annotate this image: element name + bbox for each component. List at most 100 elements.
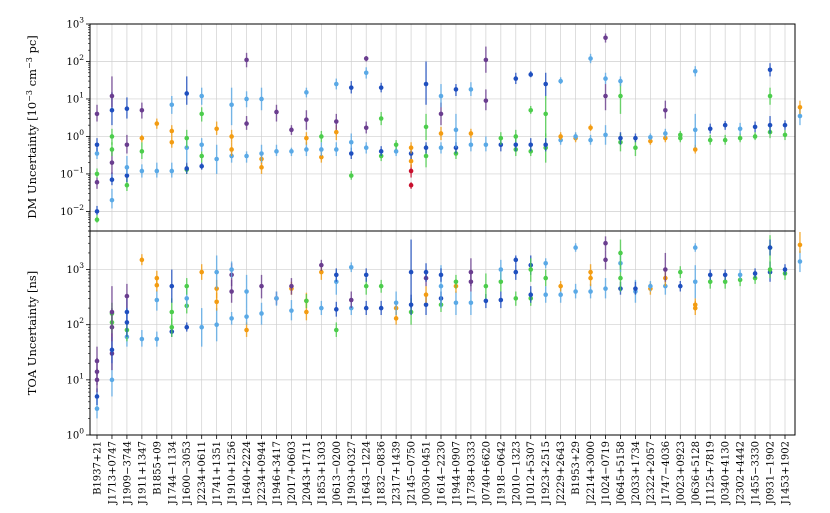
toa-data-point <box>692 243 698 252</box>
x-tick-label: J2017+0603 <box>287 441 298 505</box>
dm-point-marker <box>737 135 743 141</box>
toa-point-marker <box>543 260 548 266</box>
x-tick-label: J0645+5158 <box>616 441 627 505</box>
x-tick-label: J0030+0451 <box>422 441 433 505</box>
toa-data-point <box>199 264 204 280</box>
toa-point-marker <box>378 283 384 289</box>
toa-point-marker <box>184 283 190 289</box>
toa-data-point <box>154 270 160 287</box>
toa-data-point <box>348 262 354 273</box>
toa-tick-label: 101 <box>66 371 84 386</box>
dm-point-marker <box>109 160 115 165</box>
dm-point-marker <box>274 149 279 154</box>
dm-point-marker <box>259 151 264 156</box>
dm-point-marker <box>438 111 444 117</box>
toa-point-marker <box>94 394 100 399</box>
dm-point-marker <box>139 107 145 113</box>
x-tick-label: J2234+0944 <box>257 441 268 505</box>
dm-point-marker <box>528 142 534 148</box>
dm-point-marker <box>483 142 489 148</box>
toa-tick-label: 103 <box>66 261 84 276</box>
dm-data-point <box>304 87 309 98</box>
dm-data-point <box>483 89 489 111</box>
dm-point-marker <box>737 126 743 132</box>
dm-data-point <box>139 134 145 143</box>
dm-point-marker <box>94 111 100 117</box>
toa-data-point <box>154 331 160 347</box>
toa-point-marker <box>184 324 190 330</box>
toa-data-point <box>408 239 414 309</box>
toa-data-point <box>199 308 204 347</box>
toa-data-point <box>498 291 504 309</box>
dm-point-marker <box>588 125 593 131</box>
dm-data-point <box>528 138 534 152</box>
toa-point-marker <box>408 269 414 275</box>
dm-data-point <box>304 110 309 130</box>
toa-point-marker <box>304 298 309 304</box>
toa-plot-frame <box>89 230 796 436</box>
dm-point-marker <box>752 134 758 139</box>
dm-point-marker <box>483 98 489 103</box>
toa-point-marker <box>737 272 743 278</box>
dm-data-point <box>109 76 115 108</box>
toa-point-marker <box>214 299 219 305</box>
dm-data-point <box>663 128 668 139</box>
dm-data-point <box>378 111 384 126</box>
dm-data-point <box>259 87 264 111</box>
toa-data-point <box>289 278 294 295</box>
x-tick-label: J1744−1134 <box>167 441 178 505</box>
dm-data-point <box>393 140 399 150</box>
dm-data-point <box>334 78 339 90</box>
dm-point-marker <box>722 137 728 143</box>
toa-data-point <box>782 264 788 275</box>
dm-data-point <box>782 120 788 130</box>
toa-data-point <box>543 258 548 269</box>
dm-data-point <box>244 91 249 108</box>
toa-points <box>94 231 803 419</box>
x-tick-label: B1953+29 <box>571 441 582 495</box>
dm-point-marker <box>513 134 519 139</box>
toa-point-marker <box>274 296 279 301</box>
dm-point-marker <box>782 122 788 128</box>
dm-data-point <box>692 113 698 148</box>
dm-data-point <box>483 136 489 152</box>
dm-point-marker <box>513 76 519 81</box>
dm-data-point <box>348 170 354 180</box>
dm-point-marker <box>797 104 803 110</box>
dm-point-marker <box>139 149 145 154</box>
toa-point-marker <box>603 257 608 263</box>
dm-data-point <box>244 116 249 130</box>
toa-point-marker <box>199 324 204 330</box>
x-tick-label: J2033+1734 <box>631 441 642 505</box>
dm-data-point <box>199 151 204 163</box>
toa-point-marker <box>154 297 160 303</box>
dm-point-marker <box>393 142 399 148</box>
toa-data-point <box>707 269 713 280</box>
dm-point-marker <box>558 78 563 84</box>
dm-point-marker <box>199 153 204 159</box>
toa-data-point <box>184 322 190 332</box>
dm-point-marker <box>513 142 519 148</box>
toa-point-marker <box>722 279 728 285</box>
toa-point-marker <box>348 297 354 303</box>
dm-point-marker <box>244 96 249 102</box>
dm-data-point <box>199 138 204 152</box>
toa-point-marker <box>797 259 803 264</box>
toa-data-point <box>797 231 803 253</box>
dm-data-point <box>274 104 279 122</box>
dm-point-marker <box>334 129 339 135</box>
dm-point-marker <box>453 87 459 92</box>
dm-data-point <box>558 77 563 85</box>
dm-data-point <box>214 121 219 135</box>
dm-data-point <box>289 125 294 135</box>
dm-point-marker <box>304 90 309 95</box>
toa-point-marker <box>513 296 519 301</box>
dm-point-marker <box>663 107 668 113</box>
dm-data-point <box>573 132 578 141</box>
dm-point-marker <box>633 135 638 141</box>
dm-data-point <box>767 87 773 105</box>
toa-point-marker <box>782 267 788 272</box>
toa-data-point <box>334 322 339 337</box>
dm-point-marker <box>229 134 234 139</box>
toa-point-marker <box>483 283 489 289</box>
